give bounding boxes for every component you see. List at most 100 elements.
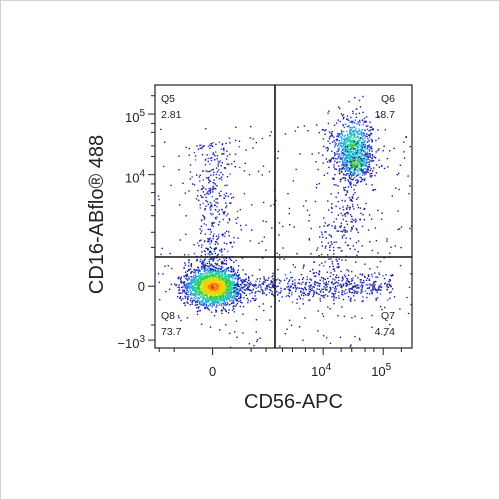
event-dot <box>271 286 274 288</box>
event-dot <box>191 303 193 305</box>
event-dot <box>210 143 213 145</box>
event-dot <box>199 270 201 272</box>
event-dot <box>206 300 209 303</box>
event-dot <box>328 281 330 283</box>
event-dot <box>221 283 223 285</box>
event-dot <box>327 306 329 308</box>
event-dot <box>362 296 364 298</box>
event-dot <box>199 277 201 279</box>
event-dot <box>209 293 211 295</box>
event-dot <box>249 137 251 139</box>
event-dot <box>340 212 342 215</box>
event-dot <box>294 282 296 284</box>
event-dot <box>308 214 311 216</box>
event-dot <box>186 283 188 285</box>
event-dot <box>255 287 258 289</box>
event-dot <box>225 192 228 194</box>
event-dot <box>279 258 281 260</box>
event-dot <box>354 148 356 150</box>
event-dot <box>287 282 289 285</box>
event-dot <box>191 284 193 287</box>
event-dot <box>207 292 209 295</box>
event-dot <box>212 181 214 184</box>
event-dot <box>209 187 212 189</box>
event-dot <box>368 214 371 216</box>
event-dot <box>378 272 380 274</box>
event-dot <box>321 129 324 131</box>
event-dot <box>365 279 368 281</box>
event-dot <box>213 250 215 252</box>
event-dot <box>231 163 233 165</box>
event-dot <box>202 266 204 268</box>
event-dot <box>204 272 207 274</box>
event-dot <box>339 336 342 338</box>
event-dot <box>216 238 218 241</box>
event-dot <box>202 280 205 282</box>
event-dot <box>219 283 221 286</box>
event-dot <box>218 161 220 163</box>
event-dot <box>353 163 355 165</box>
event-dot <box>342 138 345 140</box>
event-dot <box>344 189 346 192</box>
event-dot <box>224 235 226 238</box>
event-dot <box>359 121 361 123</box>
event-dot <box>273 295 275 297</box>
event-dot <box>263 236 266 238</box>
event-dot <box>294 279 296 281</box>
event-dot <box>311 287 313 289</box>
event-dot <box>207 191 209 193</box>
event-dot <box>306 209 309 212</box>
event-dot <box>351 149 353 151</box>
event-dot <box>346 164 348 167</box>
event-dot <box>302 288 304 290</box>
event-dot <box>356 285 358 287</box>
event-dot <box>369 126 372 128</box>
event-dot <box>268 277 270 279</box>
event-dot <box>331 211 333 214</box>
event-dot <box>199 281 202 284</box>
event-dot <box>197 283 200 286</box>
event-dot <box>205 293 208 295</box>
event-dot <box>221 233 223 236</box>
event-dot <box>347 166 349 169</box>
event-dot <box>339 160 341 163</box>
event-dot <box>327 209 330 211</box>
event-dot <box>341 115 344 117</box>
event-dot <box>339 247 341 249</box>
event-dot <box>315 187 318 189</box>
event-dot <box>343 274 346 276</box>
event-dot <box>325 231 327 233</box>
event-dot <box>337 200 339 203</box>
event-dot <box>390 274 392 277</box>
event-dot <box>351 200 353 202</box>
event-dot <box>210 145 212 147</box>
event-dot <box>343 164 345 167</box>
event-dot <box>352 110 354 112</box>
event-dot <box>227 213 229 215</box>
event-dot <box>182 298 184 300</box>
event-dot <box>354 152 357 154</box>
event-dot <box>231 246 233 248</box>
event-dot <box>230 293 232 295</box>
event-dot <box>218 194 221 197</box>
event-dot <box>357 121 359 123</box>
event-dot <box>226 298 228 300</box>
event-dot <box>201 288 203 290</box>
event-dot <box>340 250 343 252</box>
event-dot <box>369 129 372 131</box>
event-dot <box>239 290 241 292</box>
event-dot <box>179 296 182 298</box>
event-dot <box>224 273 226 275</box>
event-dot <box>345 173 348 175</box>
event-dot <box>381 308 383 311</box>
event-dot <box>269 289 271 291</box>
event-dot <box>380 165 383 167</box>
event-dot <box>182 281 184 284</box>
event-dot <box>235 218 237 220</box>
event-dot <box>359 159 362 161</box>
event-dot <box>374 227 377 229</box>
event-dot <box>344 154 346 156</box>
event-dot <box>209 233 211 236</box>
event-dot <box>206 290 208 292</box>
event-dot <box>207 253 209 255</box>
